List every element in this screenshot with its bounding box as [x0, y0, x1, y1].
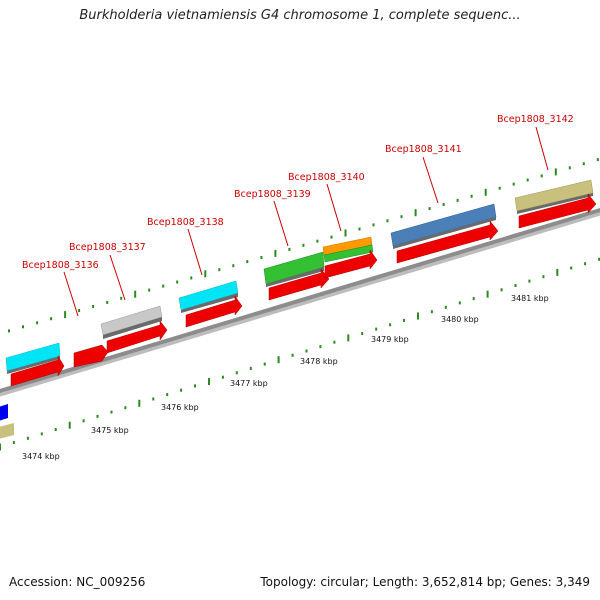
accession-text: Accession: NC_009256	[9, 575, 146, 589]
gene-khaki-fragment[interactable]	[0, 423, 14, 440]
cds-features	[10, 193, 597, 387]
gene-label: Bcep1808_3136	[22, 260, 99, 271]
gene-label: Bcep1808_3137	[69, 242, 146, 253]
scale-labels: 3474 kbp 3475 kbp 3476 kbp 3477 kbp 3478…	[22, 294, 549, 461]
cds-arrow[interactable]	[10, 355, 65, 387]
scale-label: 3477 kbp	[230, 379, 268, 388]
cds-arrow[interactable]	[73, 344, 109, 368]
scale-label: 3475 kbp	[91, 426, 129, 435]
cds-arrow[interactable]	[268, 268, 330, 301]
scale-label: 3479 kbp	[371, 335, 409, 344]
cds-arrow[interactable]	[106, 320, 168, 354]
label-leaders	[63, 126, 549, 317]
cds-arrow[interactable]	[185, 295, 243, 328]
gene-labels: Bcep1808_3136 Bcep1808_3137 Bcep1808_313…	[22, 114, 574, 271]
chromosome-backbone	[0, 207, 600, 394]
cds-arrow[interactable]	[324, 249, 378, 279]
scale-label: 3480 kbp	[441, 315, 479, 324]
gene-blue-fragment[interactable]	[0, 404, 8, 422]
gene-features	[0, 179, 594, 440]
gene-label: Bcep1808_3138	[147, 217, 224, 228]
scale-label: 3476 kbp	[161, 403, 199, 412]
scale-label: 3481 kbp	[511, 294, 549, 303]
map-title: Burkholderia vietnamiensis G4 chromosome…	[79, 8, 521, 23]
scale-tick-track	[0, 257, 600, 451]
topology-summary: Topology: circular; Length: 3,652,814 bp…	[260, 575, 590, 589]
upper-tick-track	[8, 158, 599, 333]
scale-label: 3474 kbp	[22, 452, 60, 461]
cds-arrow[interactable]	[518, 193, 597, 229]
gene-label: Bcep1808_3142	[497, 114, 574, 125]
gene-label: Bcep1808_3141	[385, 144, 462, 155]
gene-label: Bcep1808_3140	[288, 172, 365, 183]
gene-label: Bcep1808_3139	[234, 189, 311, 200]
scale-label: 3478 kbp	[300, 357, 338, 366]
cds-arrow[interactable]	[396, 220, 499, 264]
